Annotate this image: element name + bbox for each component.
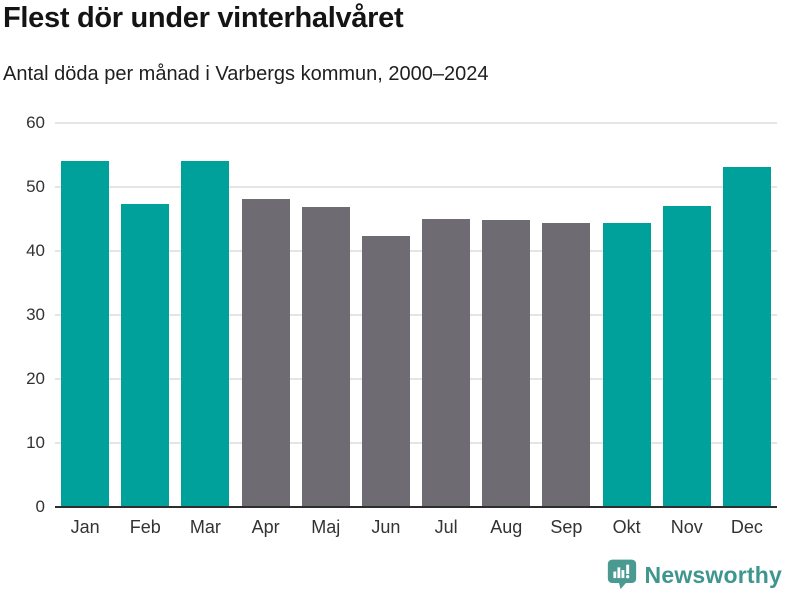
y-tick-label-30: 30 [26,305,45,324]
y-tick-label-50: 50 [26,177,45,196]
brand-name: Newsworthy [644,561,782,588]
x-tick-label-mar: Mar [189,517,221,537]
x-tick-label-maj: Maj [311,517,341,537]
plot-area: 0 10 20 30 40 50 60 Jan Feb Mar Apr Maj Jun Jul Aug Sep… [26,114,777,537]
x-tick-label-feb: Feb [129,517,161,537]
x-axis-line [55,505,777,508]
x-tick-label-dec: Dec [730,517,763,537]
x-tick-label-jul: Jul [434,517,458,537]
chart-title: Flest dör under vinterhalvåret [3,2,404,34]
y-tick-label-60: 60 [26,113,45,132]
gridline-y-20 [55,378,777,380]
bar-aug [482,219,531,507]
brand-footer: Newsworthy [607,558,782,592]
newsworthy-logo-icon [607,559,636,590]
y-tick-label-10: 10 [26,433,45,452]
bar-feb [121,203,170,507]
bar-jan [61,161,110,507]
bar-sep [542,223,591,507]
x-tick-label-aug: Aug [490,517,523,537]
gridline-y-60 [55,122,777,124]
y-tick-label-20: 20 [26,369,45,388]
x-tick-label-sep: Sep [550,517,583,537]
bar-apr [241,199,290,507]
bar-okt [602,222,651,507]
gridline-y-50 [55,186,777,188]
bar-maj [301,207,350,507]
x-tick-label-apr: Apr [251,517,280,537]
bar-dec [722,166,771,507]
gridline-y-40 [55,250,777,252]
chart-subtitle: Antal döda per månad i Varbergs kommun, … [3,63,489,85]
x-tick-label-jan: Jan [70,517,100,537]
bar-jun [361,236,410,507]
y-tick-label-0: 0 [35,497,45,516]
gridline-y-30 [55,314,777,316]
x-tick-label-nov: Nov [670,517,703,537]
bar-jul [422,219,471,507]
bar-mar [181,161,230,507]
y-tick-label-40: 40 [26,241,45,260]
x-tick-label-okt: Okt [612,517,641,537]
bar-nov [662,205,711,507]
x-tick-label-jun: Jun [371,517,401,537]
gridline-y-10 [55,442,777,444]
